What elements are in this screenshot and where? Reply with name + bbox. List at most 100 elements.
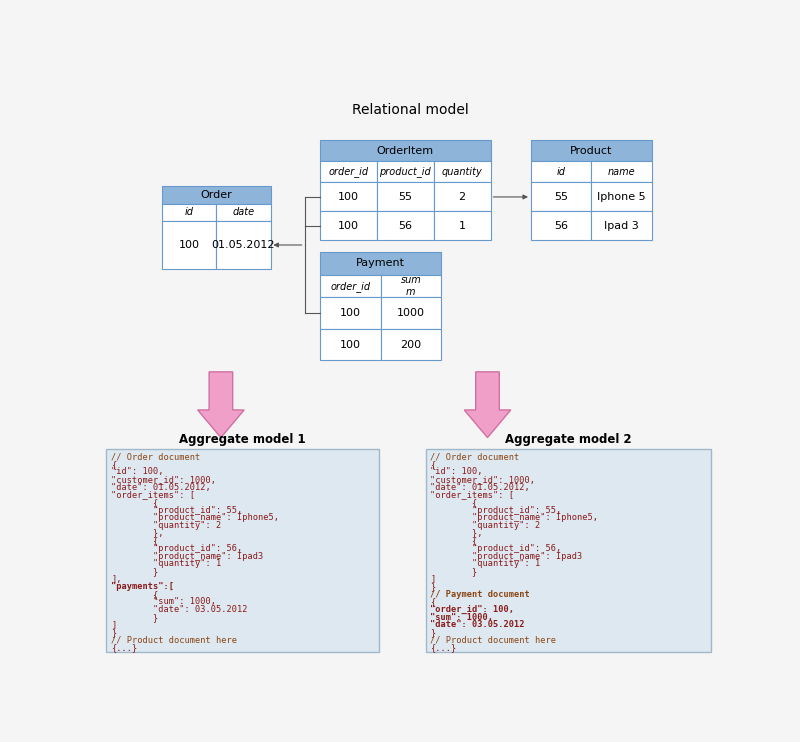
Text: Aggregate model 2: Aggregate model 2 <box>505 433 631 445</box>
Text: Aggregate model 1: Aggregate model 1 <box>179 433 306 445</box>
Text: "order_id": 100,: "order_id": 100, <box>430 605 514 614</box>
Text: "product_name": Iphone5,: "product_name": Iphone5, <box>111 513 279 522</box>
Text: order_id: order_id <box>329 166 369 177</box>
Text: // Product document here: // Product document here <box>430 636 557 645</box>
FancyBboxPatch shape <box>434 162 490 183</box>
FancyBboxPatch shape <box>381 329 441 361</box>
Text: "product_name": Ipad3: "product_name": Ipad3 <box>111 551 263 560</box>
FancyBboxPatch shape <box>106 449 379 651</box>
Text: 1: 1 <box>458 221 466 231</box>
Text: "product_id": 56,: "product_id": 56, <box>111 544 242 553</box>
FancyBboxPatch shape <box>320 162 377 183</box>
Text: "id": 100,: "id": 100, <box>111 467 164 476</box>
FancyBboxPatch shape <box>591 162 652 183</box>
Text: "date": 03.05.2012: "date": 03.05.2012 <box>430 620 525 629</box>
Text: id: id <box>557 167 566 177</box>
FancyBboxPatch shape <box>320 329 381 361</box>
Text: id: id <box>185 207 194 217</box>
Text: 100: 100 <box>338 221 359 231</box>
FancyBboxPatch shape <box>162 203 216 221</box>
Text: 55: 55 <box>554 192 568 202</box>
Text: {...}: {...} <box>430 643 457 652</box>
Text: {: { <box>430 536 478 545</box>
FancyBboxPatch shape <box>320 252 441 275</box>
FancyBboxPatch shape <box>381 275 441 298</box>
Text: product_id: product_id <box>379 166 431 177</box>
Text: Iphone 5: Iphone 5 <box>598 192 646 202</box>
Text: 2: 2 <box>458 192 466 202</box>
Text: "order_items": [: "order_items": [ <box>430 490 514 499</box>
Text: }: } <box>430 628 436 637</box>
FancyBboxPatch shape <box>377 211 434 240</box>
Text: 100: 100 <box>338 192 359 202</box>
Text: 56: 56 <box>398 221 412 231</box>
FancyBboxPatch shape <box>320 275 381 298</box>
FancyBboxPatch shape <box>434 183 490 211</box>
Text: "quantity": 2: "quantity": 2 <box>430 521 541 530</box>
Text: "payments":[: "payments":[ <box>111 582 174 591</box>
Text: "customer_id": 1000,: "customer_id": 1000, <box>430 475 535 484</box>
Text: {: { <box>430 460 436 469</box>
Text: {: { <box>430 498 478 507</box>
FancyBboxPatch shape <box>377 162 434 183</box>
Text: name: name <box>608 167 635 177</box>
FancyBboxPatch shape <box>381 298 441 329</box>
Text: Relational model: Relational model <box>352 103 468 117</box>
Text: Ipad 3: Ipad 3 <box>604 221 639 231</box>
Text: 1000: 1000 <box>397 308 425 318</box>
FancyBboxPatch shape <box>320 298 381 329</box>
Text: 200: 200 <box>400 340 422 349</box>
Text: "date": 03.05.2012: "date": 03.05.2012 <box>111 605 248 614</box>
Text: ],: ], <box>111 574 122 583</box>
Text: // Order document: // Order document <box>111 452 201 461</box>
Text: quantity: quantity <box>442 167 482 177</box>
FancyBboxPatch shape <box>531 183 591 211</box>
Text: date: date <box>232 207 254 217</box>
Text: }: } <box>111 613 158 622</box>
Text: // Product document here: // Product document here <box>111 636 237 645</box>
Text: {: { <box>111 498 158 507</box>
FancyBboxPatch shape <box>320 183 377 211</box>
Text: 55: 55 <box>398 192 412 202</box>
Text: "product_name": Ipad3: "product_name": Ipad3 <box>430 551 582 560</box>
FancyBboxPatch shape <box>531 211 591 240</box>
FancyBboxPatch shape <box>162 221 216 269</box>
Text: order_id: order_id <box>330 280 370 292</box>
FancyBboxPatch shape <box>377 183 434 211</box>
FancyBboxPatch shape <box>531 140 652 162</box>
Text: 100: 100 <box>340 340 361 349</box>
Text: "product_id": 55,: "product_id": 55, <box>430 505 562 515</box>
Text: // Order document: // Order document <box>430 452 520 461</box>
Polygon shape <box>464 372 510 438</box>
FancyBboxPatch shape <box>320 211 377 240</box>
Text: }: } <box>111 628 117 637</box>
Text: "sum": 1000,: "sum": 1000, <box>111 597 216 606</box>
Polygon shape <box>198 372 244 438</box>
Text: },: }, <box>111 528 164 538</box>
FancyBboxPatch shape <box>216 203 270 221</box>
Text: "date": 01.05.2012,: "date": 01.05.2012, <box>430 482 530 492</box>
FancyBboxPatch shape <box>216 221 270 269</box>
Text: },: }, <box>430 528 483 538</box>
FancyBboxPatch shape <box>162 186 270 203</box>
Text: Product: Product <box>570 146 613 156</box>
Text: {: { <box>430 597 436 606</box>
Text: {...}: {...} <box>111 643 138 652</box>
Text: {: { <box>111 536 158 545</box>
FancyBboxPatch shape <box>591 211 652 240</box>
Text: }: } <box>430 582 436 591</box>
FancyBboxPatch shape <box>320 140 490 162</box>
Text: "customer_id": 1000,: "customer_id": 1000, <box>111 475 216 484</box>
Text: OrderItem: OrderItem <box>377 146 434 156</box>
Text: {: { <box>111 590 158 599</box>
FancyBboxPatch shape <box>426 449 710 651</box>
FancyBboxPatch shape <box>531 162 591 183</box>
Text: }: } <box>111 567 158 576</box>
Text: 01.05.2012: 01.05.2012 <box>212 240 275 250</box>
Text: sum
m: sum m <box>400 275 421 297</box>
Text: "order_items": [: "order_items": [ <box>111 490 195 499</box>
Text: "id": 100,: "id": 100, <box>430 467 483 476</box>
Text: 100: 100 <box>340 308 361 318</box>
Text: "date": 01.05.2012,: "date": 01.05.2012, <box>111 482 211 492</box>
Text: "sum": 1000,: "sum": 1000, <box>430 613 494 622</box>
